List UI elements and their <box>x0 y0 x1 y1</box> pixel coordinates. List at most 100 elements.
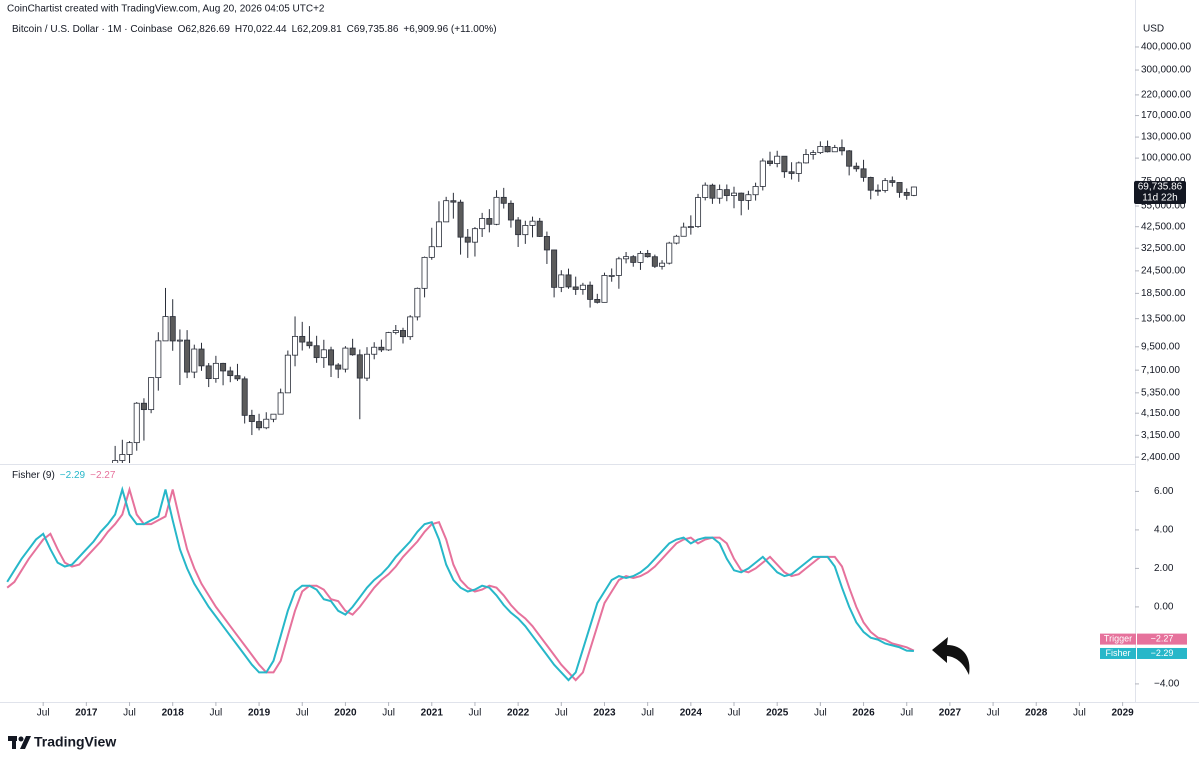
candle-body <box>126 442 133 455</box>
candle-body <box>328 349 335 366</box>
y-tick-label: 9,500.00 <box>1141 341 1180 352</box>
candle-body <box>306 341 313 347</box>
candle-body <box>529 220 536 226</box>
y-tick-label: 2.00 <box>1154 563 1174 574</box>
candle-body <box>256 421 263 429</box>
y-tick-label: 3,150.00 <box>1141 430 1180 441</box>
candle-body <box>205 365 212 380</box>
x-tick-label: Jul <box>814 708 827 719</box>
candle-body <box>860 168 867 178</box>
x-tick-label: Jul <box>37 708 50 719</box>
candle-body <box>522 225 529 236</box>
candles <box>112 139 917 463</box>
candle-body <box>507 202 514 221</box>
series-tag-value-bg <box>1137 633 1187 645</box>
candle-body <box>781 155 788 173</box>
candle-body <box>572 286 579 290</box>
ohlc-value: H70,022.44 <box>235 24 287 35</box>
candle-body <box>587 284 594 300</box>
candle-body <box>191 348 198 373</box>
y-tick-label: 13,500.00 <box>1141 313 1186 324</box>
candle-body <box>810 152 817 155</box>
x-tick-label: 2021 <box>421 708 444 719</box>
candle-body <box>457 201 464 238</box>
candle-body <box>450 200 457 203</box>
candle-body <box>536 220 543 237</box>
candle-body <box>651 256 658 267</box>
ohlc-value: O62,826.69 <box>178 24 231 35</box>
candle-body <box>838 147 845 152</box>
y-tick-label: 18,500.00 <box>1141 288 1186 299</box>
candle-body <box>176 339 183 342</box>
candle-body <box>220 362 227 372</box>
x-tick-label: 2020 <box>334 708 357 719</box>
candle-body <box>212 362 219 380</box>
candle-body <box>896 182 903 193</box>
candle-body <box>637 252 644 263</box>
price-tag <box>1134 181 1186 205</box>
x-tick-label: Jul <box>382 708 395 719</box>
candle-body <box>284 354 291 394</box>
series-tag-name: Fisher <box>1105 648 1130 658</box>
candle-body <box>392 330 399 333</box>
countdown-label: 11d 22h <box>1142 193 1177 204</box>
candle-body <box>680 226 687 237</box>
indicator-line <box>6 485 915 682</box>
candle-body <box>162 316 169 342</box>
candle-body <box>788 171 795 174</box>
x-tick-label: 2018 <box>162 708 185 719</box>
candle-body <box>119 454 126 461</box>
candle-body <box>766 160 773 164</box>
y-tick-label: 4,150.00 <box>1141 408 1180 419</box>
symbol: Bitcoin / U.S. Dollar · 1M · Coinbase <box>12 24 173 35</box>
candle-body <box>745 194 752 201</box>
candle-body <box>831 147 838 153</box>
series-tag-value: −2.27 <box>1151 633 1174 643</box>
candle-body <box>378 346 385 351</box>
x-tick-label: 2028 <box>1025 708 1048 719</box>
y-tick-label: 100,000.00 <box>1141 153 1191 164</box>
candle-body <box>241 378 248 416</box>
candle-body <box>234 375 241 380</box>
candle-body <box>867 177 874 191</box>
candle-body <box>846 150 853 167</box>
candle-body <box>702 184 709 198</box>
candle-body <box>608 275 615 277</box>
y-tick-label: 32,500.00 <box>1141 243 1186 254</box>
x-tick-label: Jul <box>1073 708 1086 719</box>
y-tick-label: 7,100.00 <box>1141 365 1180 376</box>
candle-body <box>594 299 601 303</box>
candle-body <box>515 219 522 236</box>
candle-body <box>551 249 558 288</box>
x-tick-label: 2023 <box>593 708 616 719</box>
candle-body <box>774 155 781 164</box>
x-tick-label: Jul <box>469 708 482 719</box>
candle-body <box>659 262 666 267</box>
candle-body <box>435 221 442 248</box>
candle-body <box>752 186 759 196</box>
candle-body <box>623 256 630 260</box>
candle-body <box>371 346 378 355</box>
candle-body <box>248 414 255 422</box>
candle-body <box>817 146 824 154</box>
x-tick-label: Jul <box>641 708 654 719</box>
series-tag-name: Trigger <box>1104 633 1132 643</box>
candle-body <box>558 274 565 288</box>
candle-body <box>695 197 702 227</box>
y-tick-label: 400,000.00 <box>1141 42 1191 53</box>
candle-body <box>479 218 486 230</box>
candle-body <box>903 191 910 196</box>
candle-body <box>356 354 363 379</box>
x-tick-label: Jul <box>296 708 309 719</box>
indicator-line <box>6 485 914 682</box>
x-tick-label: Jul <box>209 708 222 719</box>
x-tick-label: 2027 <box>939 708 962 719</box>
candle-body <box>342 347 349 370</box>
series-tag <box>1100 633 1136 645</box>
candle-body <box>471 228 478 243</box>
candle-body <box>364 353 371 379</box>
candle-body <box>910 186 917 196</box>
